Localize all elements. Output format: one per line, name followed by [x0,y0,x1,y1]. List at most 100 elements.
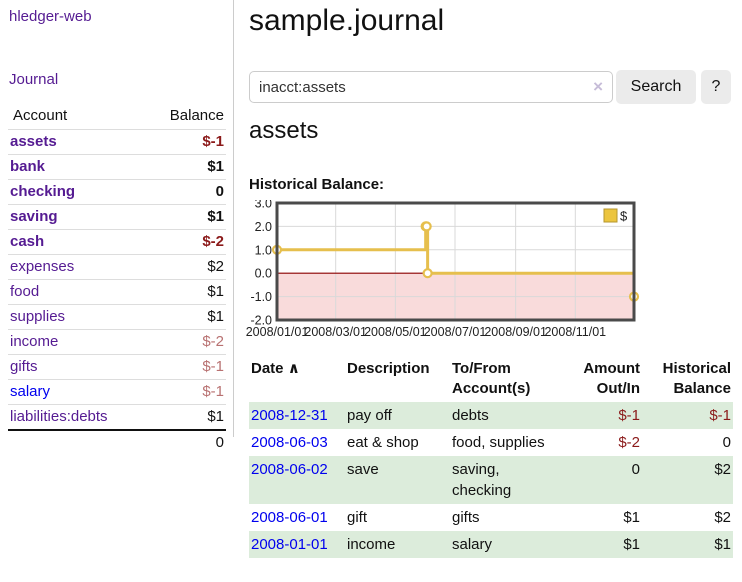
register-header-row: Date ∧ Description To/From Account(s) Am… [249,356,733,402]
register-description-cell: gift [347,509,368,526]
account-balance: $1 [117,304,226,330]
register-date-cell: 2008-06-01 [249,504,345,531]
accounts-header-balance: Balance [169,107,224,124]
register-header-amount: Amount Out/In [583,360,640,397]
account-link-expenses[interactable]: expenses [10,258,75,275]
accounts-total-spacer [8,429,117,454]
register-description-cell: income [347,536,396,553]
register-description-cell: eat & shop [347,434,419,451]
account-balance: $-2 [117,329,226,355]
date-link[interactable]: 2008-06-02 [251,461,328,478]
svg-text:-1.0: -1.0 [250,290,272,304]
register-amount-cell: $-2 [618,434,640,451]
register-date-cell: 2008-01-01 [249,531,345,558]
search-button[interactable]: Search [616,70,696,104]
account-row: liabilities:debts $1 [8,404,226,430]
date-link[interactable]: 2008-06-03 [251,434,328,451]
svg-text:2008/09/01: 2008/09/01 [484,325,547,339]
account-balance: $-1 [117,354,226,380]
register-tbody: 2008-12-31 pay off debts $-1 $-1 2008-06-03 ea… [249,402,733,558]
register-historical-cell: $2 [714,461,731,478]
svg-text:2.0: 2.0 [255,220,272,234]
accounts-header-account: Account [13,107,68,124]
account-row: supplies $1 [8,304,226,330]
search-input-wrap: × [249,71,613,103]
account-balance: $1 [117,404,226,430]
register-date-cell: 2008-12-31 [249,402,345,429]
date-link[interactable]: 2008-12-31 [251,407,328,424]
brand-link[interactable]: hledger-web [9,8,92,25]
accounts-tbody: assets $-1 bank $1 checking 0 saving $1 cash $-2 e… [8,129,226,430]
register-historical-cell: $2 [714,509,731,526]
account-row: saving $1 [8,204,226,230]
svg-text:2008/01/01: 2008/01/01 [246,325,309,339]
register-historical-cell: $1 [714,536,731,553]
accounts-total-balance: 0 [117,429,226,454]
account-cell: food [8,279,117,305]
account-cell: assets [8,129,117,155]
help-button[interactable]: ? [701,70,731,104]
account-cell: supplies [8,304,117,330]
account-link-saving[interactable]: saving [10,208,58,225]
svg-text:2008/03/01: 2008/03/01 [304,325,367,339]
account-row: bank $1 [8,154,226,180]
date-link[interactable]: 2008-01-01 [251,536,328,553]
account-cell: saving [8,204,117,230]
account-row: salary $-1 [8,379,226,405]
account-row: checking 0 [8,179,226,205]
register-tofrom-cell: food, supplies [452,434,545,451]
accounts-total-row: 0 [8,429,226,454]
register-amount-cell: 0 [631,461,640,478]
account-balance: $-1 [117,379,226,405]
svg-text:2008/05/01: 2008/05/01 [364,325,427,339]
svg-text:2008/11/01: 2008/11/01 [544,325,606,339]
account-link-liabilities-debts[interactable]: liabilities:debts [10,408,108,425]
register-header-date-label: Date [251,360,284,377]
register-table: Date ∧ Description To/From Account(s) Am… [249,356,733,558]
register-historical-cell: $-1 [709,407,731,424]
account-cell: cash [8,229,117,255]
register-date-cell: 2008-06-02 [249,456,345,504]
register-amount-cell: $1 [623,509,640,526]
account-row: food $1 [8,279,226,305]
register-row: 2008-12-31 pay off debts $-1 $-1 [249,402,733,429]
svg-text:1.0: 1.0 [255,243,272,257]
register-row: 2008-06-02 save saving, checking 0 $2 [249,456,733,504]
date-link[interactable]: 2008-06-01 [251,509,328,526]
svg-text:2008/07/01: 2008/07/01 [424,325,487,339]
account-link-assets[interactable]: assets [10,133,57,150]
account-link-checking[interactable]: checking [10,183,76,200]
clear-search-icon[interactable]: × [593,77,603,96]
svg-text:0.0: 0.0 [255,267,272,281]
account-link-food[interactable]: food [10,283,40,300]
sidebar-item-journal[interactable]: Journal [9,71,59,88]
sidebar: hledger-web Journal Account Balance asse… [0,0,234,454]
account-balance: $-2 [117,229,226,255]
accounts-header-row: Account Balance [8,103,226,130]
search-form: × Search ? [249,70,742,106]
account-row: assets $-1 [8,129,226,155]
account-cell: gifts [8,354,117,380]
register-header-description: Description [347,360,430,377]
register-header-date[interactable]: Date ∧ [249,356,345,402]
search-input[interactable] [249,71,613,103]
sort-ascending-icon: ∧ [287,360,300,377]
register-description-cell: pay off [347,407,392,424]
register-row: 2008-01-01 income salary $1 $1 [249,531,733,558]
chart-label: Historical Balance: [249,176,385,193]
account-balance: $2 [117,254,226,280]
account-balance: $1 [117,204,226,230]
account-link-salary[interactable]: salary [10,383,51,400]
register-amount-cell: $1 [623,536,640,553]
account-link-gifts[interactable]: gifts [10,358,38,375]
account-link-cash[interactable]: cash [10,233,45,250]
account-link-bank[interactable]: bank [10,158,46,175]
historical-balance-chart: $3.0 2.0 1.0 0.0 -1.0 -2.02008/01/012008/03/0… [246,200,640,339]
account-cell: checking [8,179,117,205]
register-amount-cell: $-1 [618,407,640,424]
register-tofrom-cell: debts [452,407,489,424]
account-row: income $-2 [8,329,226,355]
account-link-income[interactable]: income [10,333,59,350]
account-link-supplies[interactable]: supplies [10,308,66,325]
account-heading: assets [249,117,319,144]
